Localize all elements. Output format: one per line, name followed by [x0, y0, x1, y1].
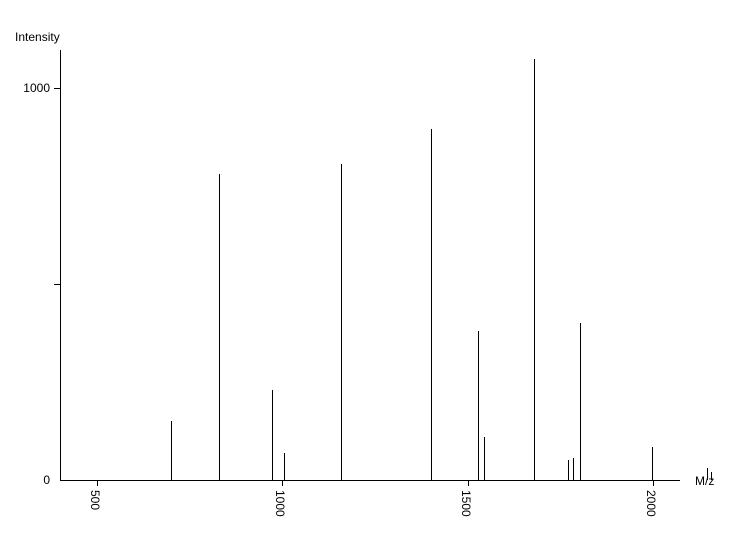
y-tick-0-label: 0 [43, 473, 50, 487]
peak-bar [711, 472, 712, 480]
y-axis-line [60, 50, 61, 480]
peak-bar [707, 468, 708, 480]
peak-bar [580, 323, 581, 480]
peak-bar [171, 421, 172, 480]
y-tick-1000-label: 1000 [23, 81, 50, 95]
peak-bar [568, 460, 569, 480]
x-tick-mark [282, 480, 283, 486]
peak-bar [341, 164, 342, 480]
y-tick-500 [54, 284, 60, 285]
peak-bar [484, 437, 485, 480]
peak-bar [272, 390, 273, 480]
peak-bar [534, 59, 535, 480]
peak-bar [478, 331, 479, 480]
peak-bar [219, 174, 220, 480]
x-tick-label: 2000 [644, 490, 658, 517]
peak-bar [573, 458, 574, 480]
peak-bar [284, 453, 285, 480]
y-tick-1000 [54, 88, 60, 89]
peak-bar [652, 447, 653, 480]
x-tick-label: 1500 [459, 490, 473, 517]
x-tick-label: 1000 [273, 490, 287, 517]
x-tick-mark [468, 480, 469, 486]
x-tick-label: 500 [88, 490, 102, 510]
x-tick-mark [97, 480, 98, 486]
y-axis-label: Intensity [15, 30, 60, 44]
peak-bar [431, 129, 432, 480]
x-axis-line [60, 480, 680, 481]
x-tick-mark [653, 480, 654, 486]
mass-spectrum-chart: Intensity 1000 0 M/z 500100015002000 [0, 0, 750, 540]
